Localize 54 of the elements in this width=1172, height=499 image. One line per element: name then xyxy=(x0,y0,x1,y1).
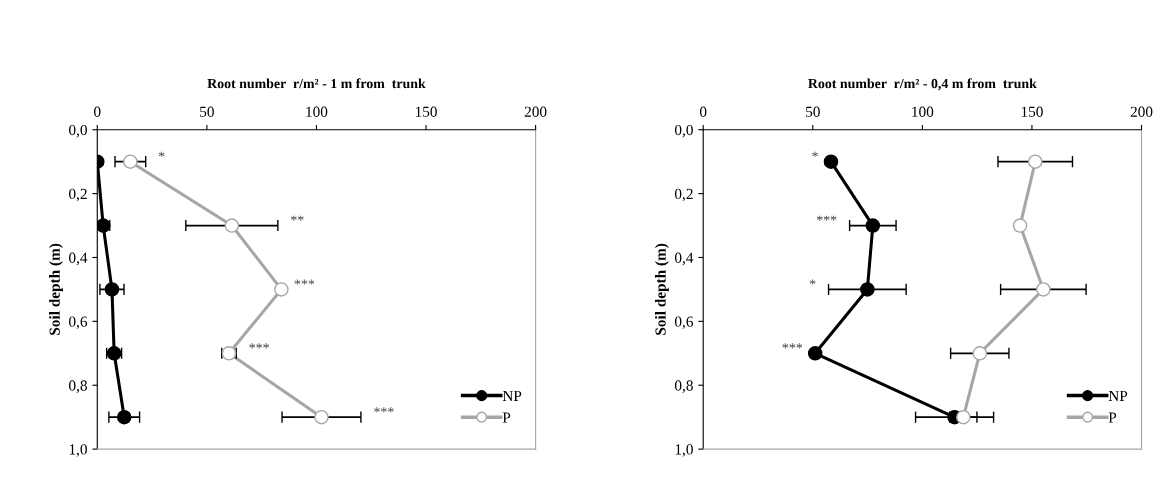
x-tick-label: 50 xyxy=(200,106,214,117)
point xyxy=(823,154,839,169)
y-axis-title: Soil depth (m) xyxy=(654,243,669,335)
chart-title: Root number r/m² - 0,4 m from trunk xyxy=(808,78,1037,91)
y-tick-label: 0,8 xyxy=(69,380,87,393)
point xyxy=(104,282,120,297)
point xyxy=(807,346,823,361)
x-tick-label: 100 xyxy=(306,106,328,117)
annotation: *** xyxy=(374,407,394,413)
legend-label: P xyxy=(1108,412,1117,423)
y-axis-title: Soil depth (m) xyxy=(49,243,63,335)
y-tick-label: 0,2 xyxy=(674,188,693,202)
x-tick-label: 150 xyxy=(1021,106,1043,117)
y-tick-label: 0,0 xyxy=(674,124,693,138)
legend-label: NP xyxy=(1108,390,1128,401)
point xyxy=(1012,218,1028,233)
x-tick-label: 0 xyxy=(699,106,707,117)
y-tick-label: 0,4 xyxy=(674,252,694,266)
y-tick-label: 0,2 xyxy=(69,188,87,202)
y-tick-label: 0,6 xyxy=(69,316,88,330)
annotation: *** xyxy=(294,279,315,285)
point xyxy=(314,409,329,425)
legend-label: NP xyxy=(502,390,522,401)
x-tick-label: 200 xyxy=(1130,106,1153,117)
annotation: ** xyxy=(291,215,304,221)
x-tick-label: 150 xyxy=(415,106,437,117)
chart-title: Root number r/m² - 1 m from trunk xyxy=(207,78,426,89)
x-tick-label: 200 xyxy=(524,106,547,117)
annotation: *** xyxy=(249,343,269,349)
point xyxy=(224,218,240,233)
point xyxy=(972,346,988,361)
y-tick-label: 1,0 xyxy=(675,444,693,457)
point xyxy=(274,282,289,297)
x-tick-label: 0 xyxy=(94,106,101,117)
x-tick-label: 50 xyxy=(806,106,820,117)
point xyxy=(1027,154,1043,169)
annotation: * xyxy=(158,151,165,157)
point xyxy=(116,409,132,425)
annotation: *** xyxy=(782,343,803,349)
y-tick-label: 0,8 xyxy=(674,380,693,393)
annotation: * xyxy=(809,279,816,285)
point xyxy=(1036,282,1051,297)
annotation: * xyxy=(812,151,818,157)
point xyxy=(865,218,881,233)
point xyxy=(860,282,875,297)
y-tick-label: 0,4 xyxy=(69,252,88,266)
point xyxy=(123,154,138,169)
x-tick-label: 100 xyxy=(912,106,934,117)
legend-label: P xyxy=(502,412,511,423)
y-tick-label: 0,0 xyxy=(69,124,87,138)
annotation: *** xyxy=(816,215,837,221)
y-tick-label: 1,0 xyxy=(69,444,87,457)
y-tick-label: 0,6 xyxy=(674,316,694,330)
point xyxy=(956,409,971,425)
